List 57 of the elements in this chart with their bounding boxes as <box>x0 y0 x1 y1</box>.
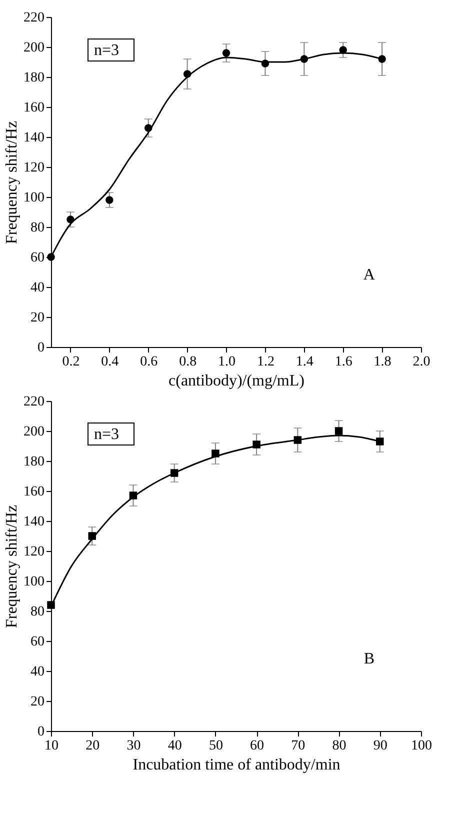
y-tick-label: 100 <box>24 190 44 206</box>
y-tick-label: 220 <box>24 394 44 410</box>
y-tick-label: 120 <box>24 544 44 560</box>
y-tick-label: 20 <box>30 310 44 326</box>
y-tick-label: 160 <box>24 484 44 500</box>
y-tick-label: 20 <box>30 694 44 710</box>
x-tick-label: 70 <box>291 738 306 754</box>
x-tick-label: 20 <box>86 738 100 754</box>
y-tick-label: 0 <box>38 724 44 740</box>
x-tick-label: 80 <box>332 738 346 754</box>
y-tick-label: 160 <box>24 100 44 116</box>
y-tick-label: 40 <box>30 280 44 296</box>
y-tick-label: 80 <box>30 604 44 620</box>
y-tick-label: 80 <box>30 220 44 236</box>
annotation: n=3 <box>94 426 120 443</box>
y-tick-label: 220 <box>24 10 44 26</box>
x-tick-label: 40 <box>168 738 182 754</box>
y-tick-label: 140 <box>24 514 44 530</box>
y-tick-label: 140 <box>24 130 44 146</box>
y-tick-label: 200 <box>24 424 44 440</box>
annotation: n=3 <box>94 42 120 59</box>
y-tick-label: 0 <box>38 340 44 356</box>
annotation: B <box>364 650 375 668</box>
x-tick-label: 2.0 <box>412 354 430 370</box>
x-tick-label: 1.2 <box>256 354 274 370</box>
x-tick-label: 90 <box>373 738 388 754</box>
point <box>222 49 230 57</box>
x-axis-title: c(antibody)/(mg/mL) <box>168 372 304 390</box>
y-tick-label: 180 <box>24 454 44 470</box>
x-tick-label: 0.4 <box>101 354 119 370</box>
x-tick-label: 1.0 <box>218 354 236 370</box>
x-tick-label: 50 <box>208 738 223 754</box>
x-tick-label: 1.6 <box>334 354 352 370</box>
point <box>106 196 114 204</box>
y-axis-title: Frequency shift/Hz <box>4 120 20 244</box>
x-tick-label: 1.8 <box>374 354 392 370</box>
point <box>334 427 343 435</box>
x-tick-label: 60 <box>250 738 264 754</box>
y-tick-label: 40 <box>30 664 44 680</box>
y-axis-title: Frequency shift/Hz <box>4 504 20 628</box>
y-tick-label: 100 <box>24 574 44 590</box>
y-tick-label: 60 <box>30 250 44 266</box>
point <box>376 438 384 446</box>
y-tick-label: 120 <box>24 160 44 176</box>
y-tick-label: 200 <box>24 40 44 56</box>
y-tick-label: 60 <box>30 634 44 650</box>
y-tick-label: 180 <box>24 70 44 86</box>
x-tick-label: 0.2 <box>62 354 80 370</box>
annotation: A <box>363 266 376 284</box>
x-tick-label: 0.6 <box>140 354 158 370</box>
x-axis-title: Incubation time of antibody/min <box>132 756 340 774</box>
x-tick-label: 30 <box>126 738 141 754</box>
x-tick-label: 1.4 <box>296 354 314 370</box>
x-tick-label: 0.8 <box>179 354 197 370</box>
x-tick-label: 10 <box>44 738 58 754</box>
x-tick-label: 100 <box>411 738 432 754</box>
point <box>47 601 55 609</box>
